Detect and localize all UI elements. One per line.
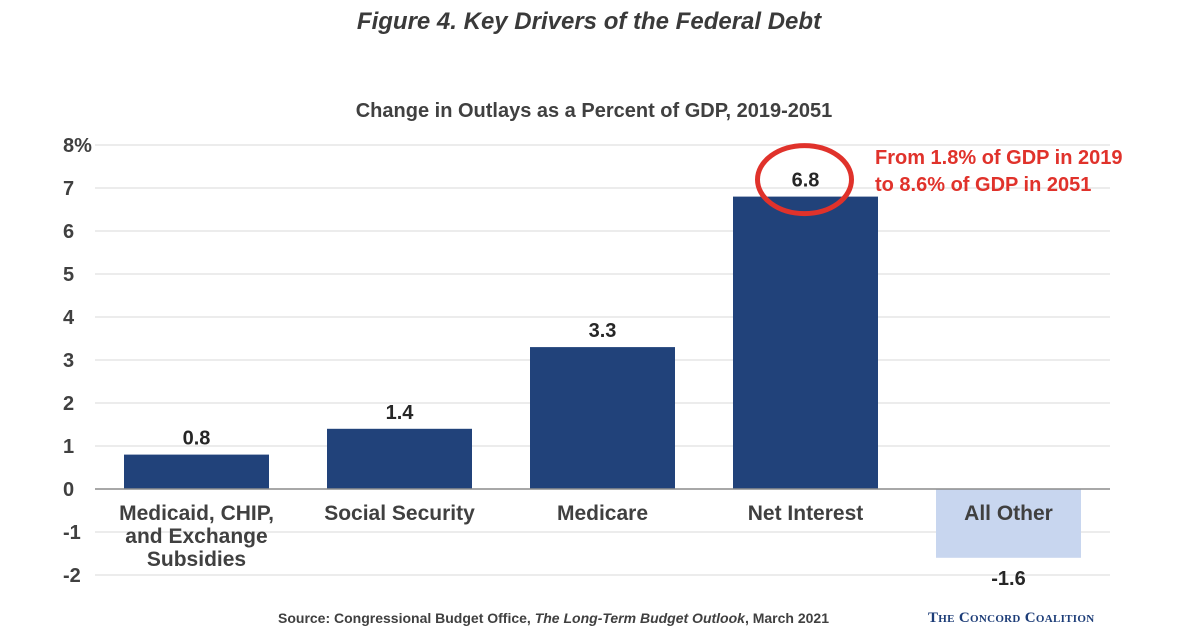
- y-tick-label: 0: [63, 479, 74, 501]
- source-title: The Long-Term Budget Outlook: [534, 610, 745, 626]
- x-tick-label: and Exchange: [125, 525, 267, 548]
- callout-line-1: From 1.8% of GDP in 2019: [875, 147, 1123, 169]
- chart-title-text: Change in Outlays as a Percent of GDP, 2…: [355, 100, 833, 122]
- y-tick-label: 6: [63, 221, 74, 243]
- y-tick-label: 4: [63, 307, 75, 329]
- y-tick-label: 8%: [63, 135, 92, 157]
- chart-title: Change in Outlays as a Percent of GDP, 2…: [0, 100, 1178, 123]
- x-tick-label: Subsidies: [147, 548, 246, 571]
- callout-line-2: to 8.6% of GDP in 2051: [875, 174, 1092, 196]
- bar: [733, 196, 878, 489]
- x-tick-label: All Other: [964, 502, 1053, 525]
- net-interest-callout: From 1.8% of GDP in 2019 to 8.6% of GDP …: [875, 145, 1123, 199]
- source-note: Source: Congressional Budget Office, The…: [278, 610, 829, 626]
- source-suffix: , March 2021: [744, 610, 830, 626]
- bar: [327, 428, 472, 489]
- data-label: 0.8: [183, 428, 211, 450]
- y-tick-label: 1: [63, 436, 74, 458]
- source-prefix: Source: Congressional Budget Office,: [278, 610, 535, 626]
- y-tick-label: 3: [63, 350, 74, 372]
- y-tick-label: 2: [63, 393, 74, 415]
- bar: [530, 347, 675, 489]
- figure-title: Figure 4. Key Drivers of the Federal Deb…: [356, 8, 822, 35]
- y-tick-label: 7: [63, 178, 74, 200]
- data-label: 3.3: [589, 320, 617, 342]
- x-tick-label: Social Security: [324, 502, 475, 525]
- bar-chart: 8% 7 6 5 4 3 2 1 0 -1 -2 0.8 Medicaid, CHIP,and Exch…: [63, 135, 1110, 590]
- highlight-circle: [755, 143, 854, 217]
- y-tick-label: -2: [63, 565, 81, 587]
- data-label: 1.4: [386, 402, 415, 424]
- brand-logo: The Concord Coalition: [928, 610, 1095, 626]
- y-tick-label: 5: [63, 264, 74, 286]
- bar: [936, 489, 1081, 558]
- x-tick-label: Medicare: [557, 502, 648, 525]
- data-label: -1.6: [991, 568, 1025, 590]
- y-tick-label: -1: [63, 522, 81, 544]
- x-tick-label: Net Interest: [748, 502, 864, 525]
- data-label: 6.8: [792, 170, 820, 192]
- x-tick-label: Medicaid, CHIP,: [119, 502, 274, 525]
- bar: [124, 454, 269, 489]
